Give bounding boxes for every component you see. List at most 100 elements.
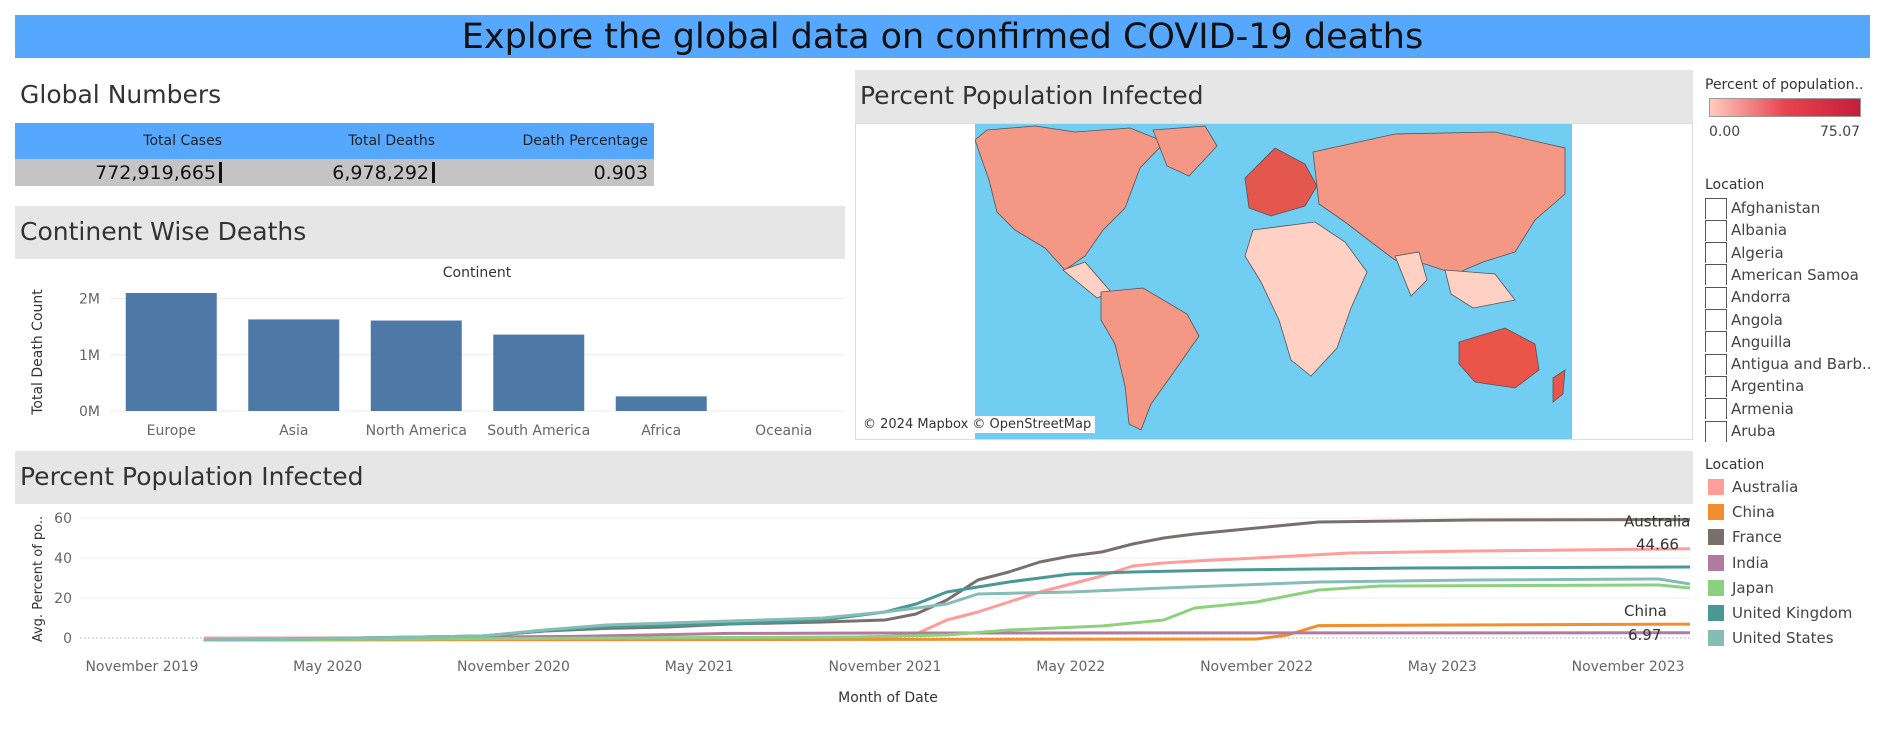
end-label-australia-name: Australia — [1624, 513, 1690, 531]
location-filter-item[interactable]: Aruba — [1705, 420, 1776, 442]
line-series-australia[interactable] — [203, 547, 1691, 640]
value-death-percentage-cell[interactable]: 0.903 — [441, 159, 654, 186]
location-label: Albania — [1731, 221, 1788, 240]
map-region-greenland[interactable] — [1152, 125, 1218, 177]
location-filter-title: Location — [1705, 177, 1765, 193]
legend-label: United Kingdom — [1732, 604, 1853, 622]
legend-swatch — [1708, 605, 1724, 621]
line-xtick-label: November 2019 — [85, 659, 198, 675]
location-checkbox[interactable] — [1705, 264, 1727, 286]
line-legend-item[interactable]: United Kingdom — [1708, 603, 1852, 623]
bar-europe[interactable] — [125, 293, 217, 411]
bar-ytick-label: 1M — [79, 348, 100, 364]
legend-swatch — [1708, 529, 1724, 546]
line-xtick-label: November 2020 — [457, 659, 570, 675]
line-legend-item[interactable]: France — [1708, 527, 1782, 547]
color-legend-title: Percent of population.. — [1705, 77, 1864, 93]
location-filter-item[interactable]: Armenia — [1705, 398, 1794, 420]
world-map[interactable] — [975, 124, 1572, 439]
bar-xtick-label: Europe — [147, 423, 196, 439]
line-panel-header — [15, 451, 1693, 504]
line-legend-item[interactable]: China — [1708, 502, 1775, 522]
value-marker — [432, 162, 435, 183]
location-filter-item[interactable]: Angola — [1705, 309, 1783, 331]
end-label-china-value: 6.97 — [1628, 626, 1661, 644]
location-checkbox[interactable] — [1705, 309, 1727, 330]
line-legend-item[interactable]: Japan — [1708, 578, 1774, 598]
map-region-southeast-asia[interactable] — [1444, 269, 1516, 309]
continent-panel-title: Continent Wise Deaths — [20, 217, 307, 246]
bar-ytick-label: 0M — [79, 404, 100, 420]
kpi-value-row: 772,919,665 6,978,292 0.903 — [15, 159, 654, 186]
map-region-south-america[interactable] — [1100, 287, 1200, 431]
bar-south-america[interactable] — [493, 334, 585, 411]
location-filter-item[interactable]: Argentina — [1705, 375, 1804, 397]
location-checkbox[interactable] — [1705, 331, 1727, 353]
location-filter-item[interactable]: Anguilla — [1705, 331, 1792, 353]
line-legend-item[interactable]: India — [1708, 553, 1769, 573]
bar-ytick-label: 2M — [79, 292, 100, 308]
location-label: Antigua and Barb.. — [1731, 355, 1872, 374]
location-checkbox[interactable] — [1705, 353, 1727, 375]
location-checkbox[interactable] — [1705, 197, 1727, 219]
bar-ylabel: Total Death Count — [30, 289, 46, 416]
line-xtick-label: May 2021 — [665, 659, 734, 675]
end-label-china-name: China — [1624, 602, 1667, 620]
location-filter-item[interactable]: Afghanistan — [1705, 197, 1820, 219]
location-checkbox[interactable] — [1705, 219, 1727, 241]
map-region-australia[interactable] — [1458, 327, 1540, 389]
location-filter-item[interactable]: Algeria — [1705, 242, 1784, 264]
map-panel-frame — [855, 123, 1693, 440]
bar-xtick-label: Oceania — [755, 423, 812, 439]
bar-xtick-label: South America — [487, 423, 590, 439]
continent-column-header: Continent — [443, 265, 512, 281]
line-series-united-states[interactable] — [203, 577, 1691, 642]
bar-north-america[interactable] — [370, 320, 462, 411]
bar-asia[interactable] — [248, 319, 340, 411]
line-xtick-label: November 2021 — [829, 659, 942, 675]
kpi-table: Total Cases Total Deaths Death Percentag… — [15, 123, 654, 186]
legend-swatch — [1708, 630, 1724, 647]
location-checkbox[interactable] — [1705, 286, 1727, 308]
legend-swatch — [1708, 579, 1724, 596]
line-xtick-label: November 2022 — [1200, 659, 1313, 675]
value-total-cases-cell[interactable]: 772,919,665 — [15, 159, 228, 186]
location-checkbox[interactable] — [1705, 398, 1727, 420]
location-checkbox[interactable] — [1705, 420, 1727, 442]
continent-panel-header — [15, 206, 845, 259]
line-legend-item[interactable]: United States — [1708, 628, 1834, 648]
map-region-north-america[interactable] — [975, 125, 1166, 271]
line-xtick-label: May 2023 — [1408, 659, 1477, 675]
line-series-china[interactable] — [203, 622, 1691, 642]
map-panel-title: Percent Population Infected — [860, 81, 1204, 110]
legend-label: United States — [1732, 629, 1834, 648]
location-filter-item[interactable]: Antigua and Barb.. — [1705, 353, 1872, 375]
line-ytick-label: 0 — [63, 631, 72, 647]
location-label: Argentina — [1731, 377, 1805, 396]
line-legend-item[interactable]: Australia — [1708, 477, 1798, 497]
value-marker — [219, 162, 222, 183]
location-filter-item[interactable]: Andorra — [1705, 286, 1791, 308]
location-checkbox[interactable] — [1705, 375, 1727, 397]
line-xlabel: Month of Date — [838, 690, 938, 706]
map-region-europe[interactable] — [1244, 147, 1318, 217]
map-region-africa[interactable] — [1244, 221, 1368, 377]
map-region-asia[interactable] — [1312, 131, 1566, 275]
bar-africa[interactable] — [615, 396, 707, 411]
line-xtick-label: November 2023 — [1572, 659, 1685, 675]
line-xtick-label: May 2022 — [1036, 659, 1105, 675]
location-filter-item[interactable]: American Samoa — [1705, 264, 1859, 286]
location-filter-item[interactable]: Albania — [1705, 219, 1787, 241]
legend-label: China — [1732, 503, 1775, 522]
value-total-deaths-cell[interactable]: 6,978,292 — [228, 159, 441, 186]
map-region-india[interactable] — [1394, 251, 1428, 297]
location-label: Aruba — [1731, 422, 1776, 440]
line-ytick-label: 60 — [54, 511, 72, 527]
dashboard-title: Explore the global data on confirmed COV… — [15, 15, 1870, 58]
line-series-japan[interactable] — [203, 583, 1691, 642]
bar-xtick-label: North America — [366, 423, 467, 439]
map-region-new-zealand[interactable] — [1552, 369, 1566, 403]
bar-xtick-label: Africa — [641, 423, 681, 439]
location-label: Algeria — [1731, 243, 1784, 262]
location-checkbox[interactable] — [1705, 242, 1727, 264]
